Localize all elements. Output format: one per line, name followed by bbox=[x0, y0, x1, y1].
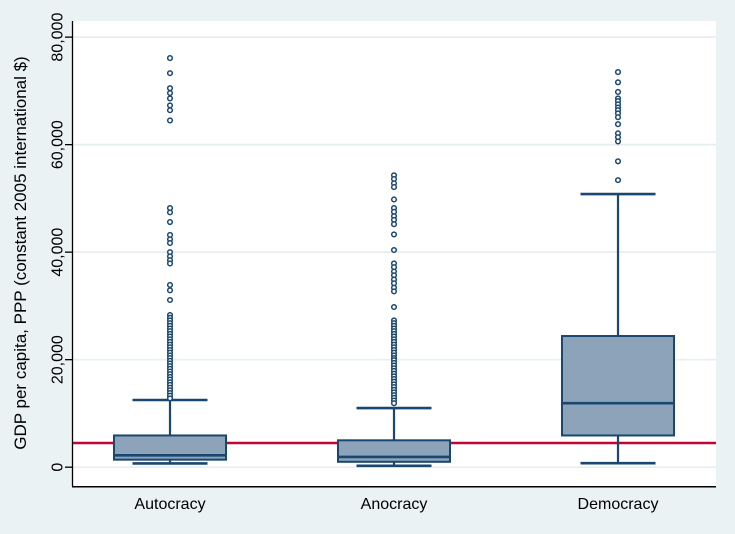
outlier-point bbox=[390, 184, 398, 191]
outlier-point bbox=[614, 158, 622, 165]
outlier-point bbox=[166, 107, 174, 114]
iqr-box bbox=[561, 335, 675, 437]
outlier-point bbox=[166, 102, 174, 109]
outlier-point bbox=[390, 221, 398, 228]
outlier-point bbox=[390, 196, 398, 203]
outlier-point bbox=[166, 395, 174, 402]
outlier-point bbox=[614, 114, 622, 121]
outlier-point bbox=[614, 138, 622, 145]
outlier-point bbox=[166, 117, 174, 124]
outlier-point bbox=[614, 177, 622, 184]
outlier-point bbox=[390, 303, 398, 311]
iqr-box bbox=[337, 439, 451, 463]
y-tick-label: 0 bbox=[50, 463, 67, 472]
box-group-democracy bbox=[561, 69, 675, 465]
outlier-point bbox=[390, 288, 398, 295]
outlier-point bbox=[390, 246, 398, 254]
outlier-point bbox=[614, 121, 622, 128]
outlier-point bbox=[166, 89, 174, 97]
y-tick-label: 20,000 bbox=[50, 335, 67, 384]
outlier-point bbox=[614, 79, 622, 86]
category-label: Democracy bbox=[578, 496, 659, 513]
outlier-point bbox=[166, 70, 174, 77]
y-tick-label: 80,000 bbox=[50, 13, 67, 62]
category-label: Anocracy bbox=[361, 496, 428, 513]
outlier-point bbox=[166, 287, 174, 294]
box-group-anocracy bbox=[337, 172, 451, 468]
y-tick-label: 60,000 bbox=[50, 120, 67, 169]
outlier-point bbox=[166, 260, 174, 267]
outlier-point bbox=[166, 281, 174, 288]
outlier-point bbox=[166, 95, 174, 102]
outlier-point bbox=[166, 239, 174, 247]
box-group-autocracy bbox=[113, 55, 227, 465]
outlier-point bbox=[390, 400, 398, 407]
category-label: Autocracy bbox=[134, 496, 205, 513]
outlier-point bbox=[166, 55, 174, 62]
outlier-point bbox=[166, 85, 174, 92]
outlier-point bbox=[390, 231, 398, 238]
y-tick-label: 40,000 bbox=[50, 228, 67, 277]
outlier-point bbox=[614, 88, 622, 96]
outlier-point bbox=[166, 209, 174, 216]
outlier-point bbox=[166, 296, 174, 304]
outlier-point bbox=[166, 219, 174, 226]
outlier-point bbox=[614, 69, 622, 76]
